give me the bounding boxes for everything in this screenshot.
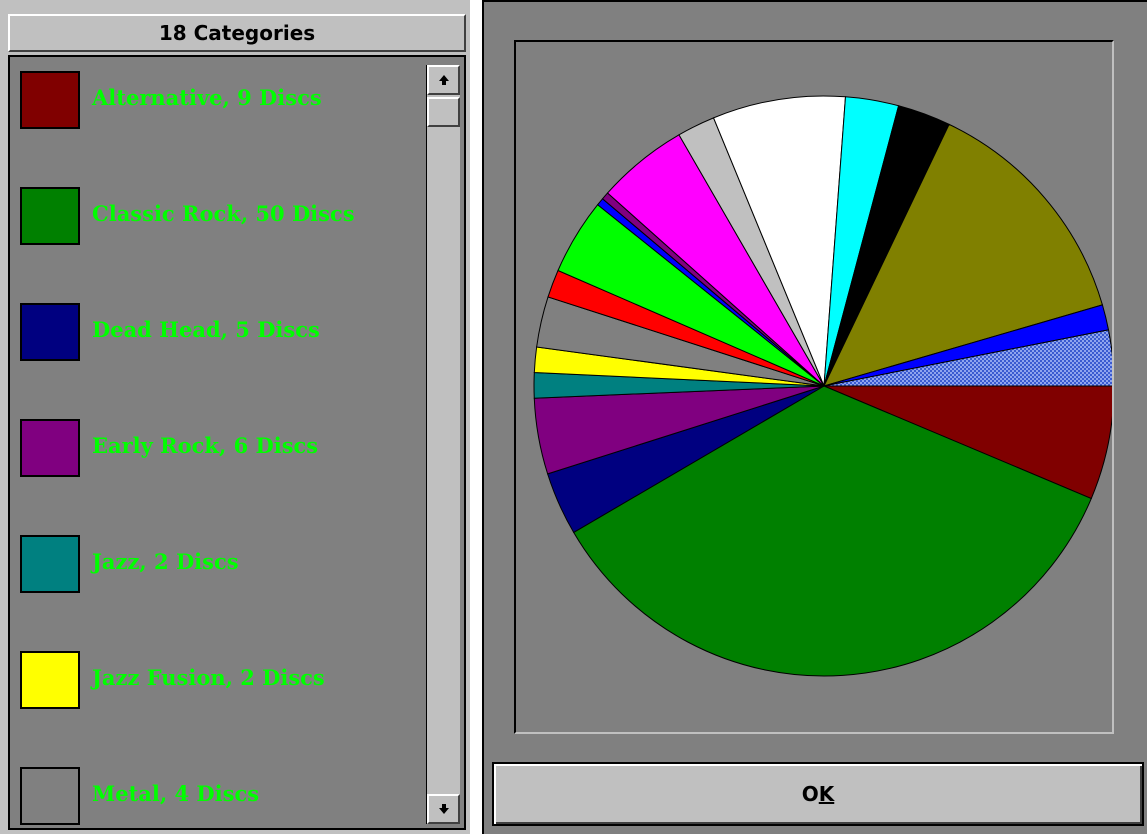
- ok-button-label: OK: [801, 782, 835, 806]
- chart-frame: [514, 40, 1114, 734]
- legend-swatch: [20, 71, 80, 129]
- legend-label: Early Rock, 6 Discs: [92, 433, 319, 458]
- pie-slice: [572, 385, 1092, 677]
- legend-item[interactable]: Dead Head, 5 Discs: [20, 303, 420, 361]
- pie-slice: [823, 385, 1112, 500]
- legend-item[interactable]: Early Rock, 6 Discs: [20, 419, 420, 477]
- legend-swatch: [20, 419, 80, 477]
- legend-item[interactable]: Jazz Fusion, 2 Discs: [20, 651, 420, 709]
- pie-slice: [823, 123, 1104, 387]
- legend-label: Alternative, 9 Discs: [92, 85, 322, 110]
- pie-slice: [823, 329, 1112, 387]
- scroll-thumb[interactable]: [427, 97, 460, 127]
- legend-label: Jazz, 2 Discs: [92, 549, 239, 574]
- legend-title: 18 Categories: [158, 21, 316, 45]
- legend-swatch: [20, 303, 80, 361]
- vertical-scrollbar[interactable]: [426, 65, 460, 824]
- legend-label: Jazz Fusion, 2 Discs: [92, 665, 325, 690]
- legend-swatch: [20, 767, 80, 825]
- chart-dialog: OK: [482, 0, 1147, 834]
- legend-label: Dead Head, 5 Discs: [92, 317, 320, 342]
- scroll-up-button[interactable]: [427, 65, 460, 95]
- panel-divider: [470, 0, 482, 834]
- legend-panel: 18 Categories Alternative, 9 Discs Classi…: [0, 0, 470, 834]
- legend-item[interactable]: Jazz, 2 Discs: [20, 535, 420, 593]
- arrow-up-icon: [438, 75, 449, 85]
- legend-swatch: [20, 187, 80, 245]
- scroll-down-button[interactable]: [427, 794, 460, 824]
- legend-list[interactable]: Alternative, 9 Discs Classic Rock, 50 Dis…: [8, 55, 466, 830]
- arrow-down-icon: [438, 804, 449, 814]
- legend-header: 18 Categories: [8, 14, 466, 52]
- legend-item[interactable]: Classic Rock, 50 Discs: [20, 187, 420, 245]
- ok-button[interactable]: OK: [492, 762, 1144, 826]
- pie-slice: [712, 95, 847, 387]
- legend-label: Classic Rock, 50 Discs: [92, 201, 355, 226]
- legend-swatch: [20, 535, 80, 593]
- legend-swatch: [20, 651, 80, 709]
- legend-item[interactable]: Alternative, 9 Discs: [20, 71, 420, 129]
- legend-item[interactable]: Metal, 4 Discs: [20, 767, 420, 825]
- pie-chart: [533, 95, 1112, 677]
- legend-label: Metal, 4 Discs: [92, 781, 260, 806]
